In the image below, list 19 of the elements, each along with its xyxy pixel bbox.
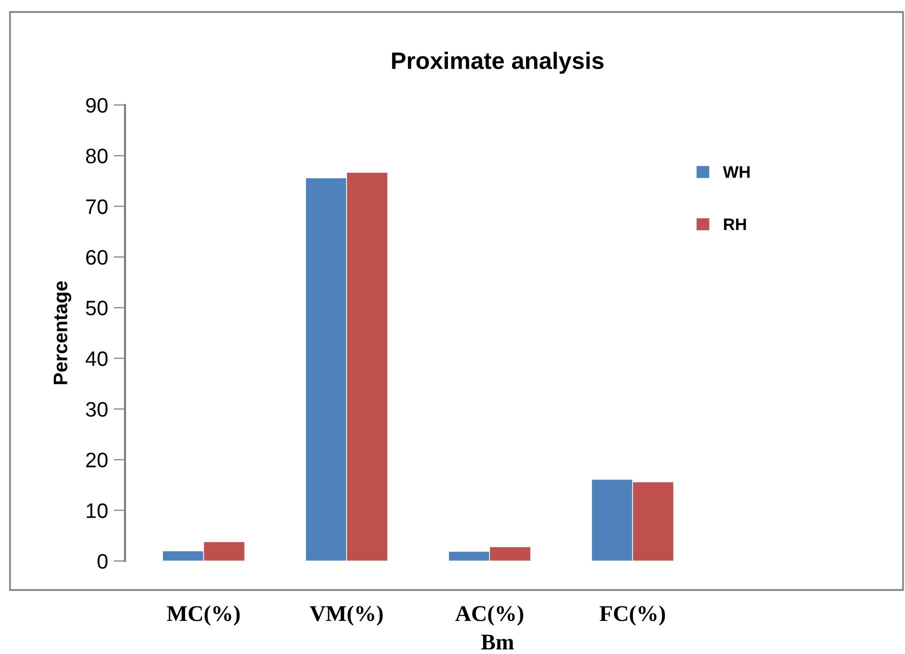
chart-title: Proximate analysis <box>392 52 604 74</box>
x-tick-label: MC(%) <box>167 605 240 626</box>
y-tick-label: 20 <box>86 452 108 468</box>
x-axis-title: Bm <box>481 634 514 650</box>
x-tick-label: AC(%) <box>455 605 524 626</box>
y-axis-title: Percentage <box>54 281 72 384</box>
x-tick-label: FC(%) <box>600 605 665 626</box>
y-tick-label: 50 <box>86 300 108 316</box>
legend-label: WH <box>722 166 750 178</box>
y-tick-label: 10 <box>86 503 108 518</box>
y-tick-label: 80 <box>86 148 108 164</box>
y-tick-label: 90 <box>86 98 108 113</box>
y-tick-label: 30 <box>86 402 108 417</box>
y-tick-label: 40 <box>86 351 108 366</box>
y-tick-label: 70 <box>86 199 108 214</box>
legend-label: RH <box>724 218 746 230</box>
y-tick-label: 0 <box>98 554 108 569</box>
y-tick-label: 60 <box>86 250 108 265</box>
x-tick-label: VM(%) <box>310 605 383 626</box>
